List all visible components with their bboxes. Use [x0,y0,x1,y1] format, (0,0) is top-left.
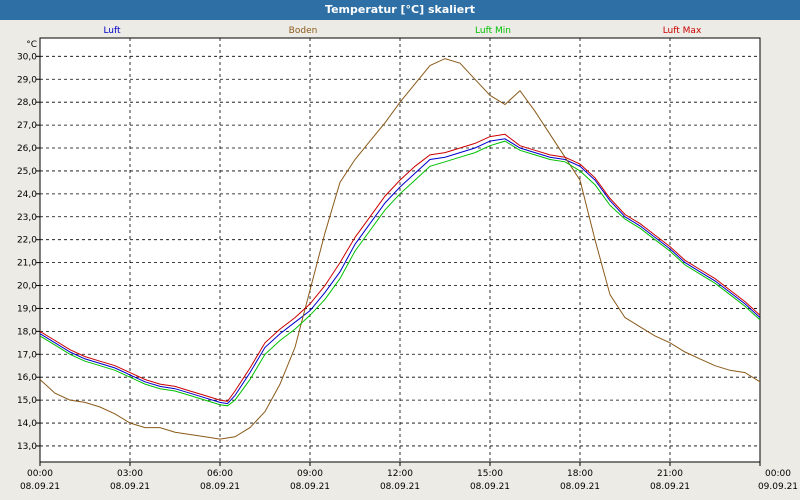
y-tick-label: 28,0 [17,98,37,108]
grid-lines [40,38,760,462]
x-tick-date: 08.09.21 [200,482,240,492]
y-tick-label: 15,0 [17,396,37,406]
x-tick-time: 15:00 [477,469,503,479]
x-tick-time: 06:00 [207,469,233,479]
y-tick-label: 16,0 [17,373,37,383]
y-tick-label: 19,0 [17,304,37,314]
x-tick-time: 00:00 [765,469,791,479]
y-tick-label: 18,0 [17,327,37,337]
x-tick-date: 09.09.21 [758,482,798,492]
x-tick-date: 08.09.21 [20,482,60,492]
series-line [39,58,761,440]
legend-entry: Boden [289,26,318,36]
series-line [39,133,761,402]
x-tick-date: 08.09.21 [560,482,600,492]
y-tick-label: 30,0 [17,52,37,62]
y-tick-label: 23,0 [17,213,37,223]
legend-entry: Luft Max [663,26,702,36]
y-tick-label: 29,0 [17,75,37,85]
y-tick-label: 22,0 [17,236,37,246]
y-tick-label: 14,0 [17,419,37,429]
y-tick-label: 27,0 [17,121,37,131]
y-tick-label: 13,0 [17,442,37,452]
y-tick-label: 21,0 [17,259,37,269]
x-tick-date: 08.09.21 [380,482,420,492]
y-tick-label: 26,0 [17,144,37,154]
y-tick-label: 20,0 [17,282,37,292]
temperature-chart: 13,0 14,0 15,0 16,0 17,0 18,0 19,0 20,0 21,0 22,0… [17,26,798,492]
legend: Luft Boden Luft Min Luft Max [103,26,702,36]
x-tick-date: 08.09.21 [110,482,150,492]
y-axis-unit-label: °C [26,40,37,50]
x-tick-time: 12:00 [387,469,413,479]
series-line [39,140,761,407]
x-tick-time: 18:00 [567,469,593,479]
x-tick-date: 08.09.21 [470,482,510,492]
chart-title: Temperatur [°C] skaliert [0,0,800,20]
y-axis: 13,0 14,0 15,0 16,0 17,0 18,0 19,0 20,0 21,0 22,0… [17,40,40,452]
x-tick-time: 21:00 [657,469,683,479]
legend-entry: Luft [103,26,121,36]
series-line [39,138,761,405]
x-tick-date: 08.09.21 [650,482,690,492]
series-layer [39,58,761,440]
y-tick-label: 24,0 [17,190,37,200]
x-tick-time: 09:00 [297,469,323,479]
x-tick-date: 08.09.21 [290,482,330,492]
x-tick-time: 03:00 [117,469,143,479]
y-tick-label: 25,0 [17,167,37,177]
y-tick-label: 17,0 [17,350,37,360]
x-axis: 00:00 08.09.21 03:00 08.09.21 06:00 08.09.21 0… [20,462,798,492]
x-tick-time: 00:00 [27,469,53,479]
legend-entry: Luft Min [475,26,511,36]
